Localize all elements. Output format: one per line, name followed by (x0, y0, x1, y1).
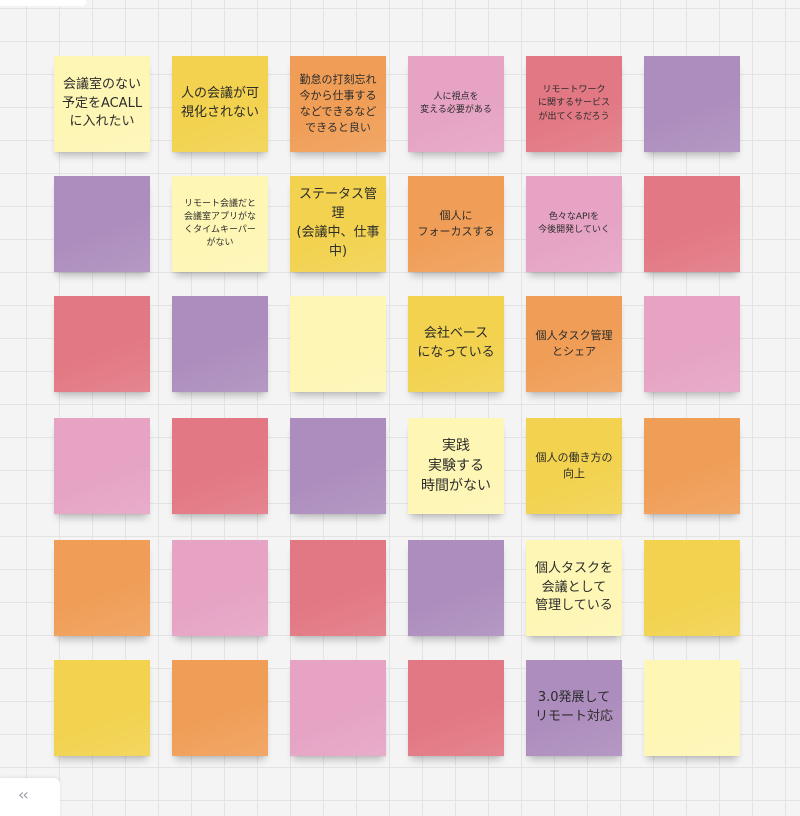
sticky-note[interactable] (172, 296, 268, 392)
sticky-note[interactable]: 個人に フォーカスする (408, 176, 504, 272)
sticky-note[interactable]: 会議室のない 予定をACALL に入れたい (54, 56, 150, 152)
sticky-note[interactable] (408, 540, 504, 636)
double-chevron-left-icon: ‹‹ (18, 785, 29, 804)
sticky-note[interactable] (290, 296, 386, 392)
sticky-note[interactable]: 勤怠の打刻忘れ 今から仕事する などできるなど できると良い (290, 56, 386, 152)
sticky-note[interactable]: 個人タスク管理 とシェア (526, 296, 622, 392)
sticky-note[interactable]: リモート会議だと 会議室アプリがな くタイムキーパー がない (172, 176, 268, 272)
sticky-note[interactable] (54, 418, 150, 514)
sticky-note[interactable] (172, 660, 268, 756)
sticky-note[interactable]: 会社ベース になっている (408, 296, 504, 392)
sticky-note[interactable] (644, 176, 740, 272)
sticky-note[interactable] (54, 176, 150, 272)
collapse-sidebar-button[interactable]: ‹‹ (0, 778, 60, 816)
sticky-note[interactable] (644, 540, 740, 636)
sticky-note[interactable]: 3.0発展して リモート対応 (526, 660, 622, 756)
sticky-note[interactable] (408, 660, 504, 756)
sticky-note[interactable] (290, 540, 386, 636)
sticky-note[interactable] (54, 540, 150, 636)
sticky-note[interactable]: 人に視点を 変える必要がある (408, 56, 504, 152)
sticky-note[interactable]: リモートワーク に関するサービス が出てくるだろう (526, 56, 622, 152)
sticky-note[interactable] (644, 296, 740, 392)
sticky-note[interactable]: 実践 実験する 時間がない (408, 418, 504, 514)
sticky-note[interactable] (54, 660, 150, 756)
sticky-note[interactable] (644, 56, 740, 152)
sticky-note[interactable]: ステータス管 理 (会議中、仕事 中) (290, 176, 386, 272)
sticky-note[interactable] (172, 540, 268, 636)
sticky-note[interactable] (54, 296, 150, 392)
sticky-note[interactable]: 個人の働き方の 向上 (526, 418, 622, 514)
sticky-note[interactable] (644, 418, 740, 514)
sticky-note[interactable]: 個人タスクを 会議として 管理している (526, 540, 622, 636)
sticky-note[interactable] (644, 660, 740, 756)
toolbar-corner (0, 0, 86, 6)
sticky-note[interactable] (290, 660, 386, 756)
sticky-note[interactable]: 人の会議が可 視化されない (172, 56, 268, 152)
sticky-note[interactable] (290, 418, 386, 514)
sticky-note[interactable] (172, 418, 268, 514)
sticky-note[interactable]: 色々なAPIを 今後開発していく (526, 176, 622, 272)
